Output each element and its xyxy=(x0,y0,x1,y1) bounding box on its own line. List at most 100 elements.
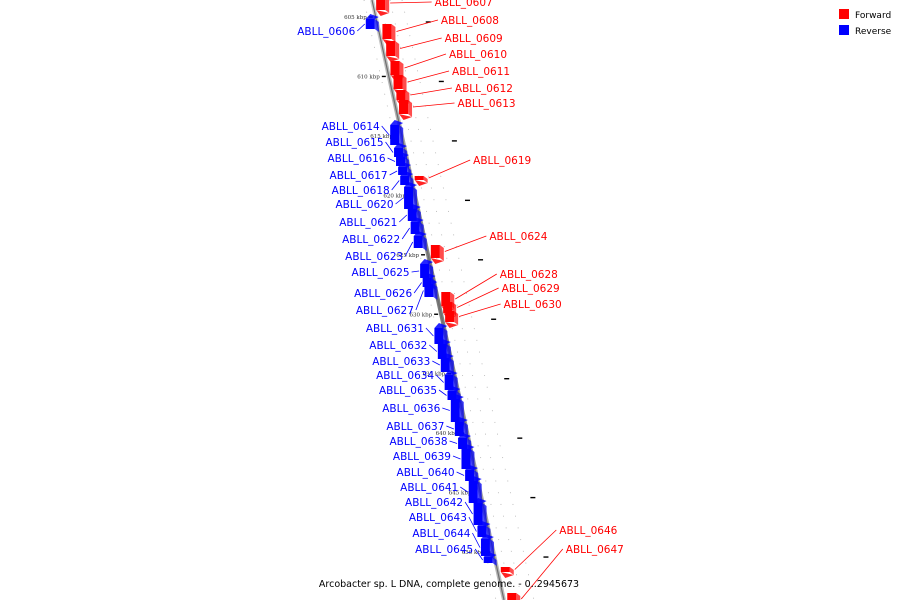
gene-leader-line xyxy=(438,389,447,396)
gene-body xyxy=(454,422,464,436)
gene-block xyxy=(424,279,438,300)
tick-label: 605 kbp xyxy=(344,15,367,21)
gene-label: ABLL_0640 xyxy=(397,467,455,479)
gene-arrow-tip xyxy=(458,433,472,438)
gene-label: ABLL_0610 xyxy=(449,49,507,61)
gene-body xyxy=(437,344,447,359)
gene-leader-line xyxy=(415,290,424,311)
gene-label: ABLL_0617 xyxy=(330,170,388,182)
gene-side xyxy=(374,19,379,32)
gene-side xyxy=(492,557,497,566)
gene-body xyxy=(444,375,454,390)
gene-label: ABLL_0615 xyxy=(325,137,383,149)
gene-leader-line xyxy=(413,102,455,108)
gene-body xyxy=(447,391,457,400)
legend-reverse-swatch xyxy=(839,25,849,35)
gene-leader-line xyxy=(428,159,471,179)
gene-arrow-tip xyxy=(424,279,438,284)
gene-body xyxy=(430,245,440,258)
gene-leader-line xyxy=(472,532,481,548)
gene-arrow-tip xyxy=(410,217,424,222)
gene-arrow-tip xyxy=(407,204,421,209)
gene-side xyxy=(399,125,404,148)
gene-label: ABLL_0623 xyxy=(345,251,403,263)
gene-arrow-tip xyxy=(413,231,427,236)
gene-arrow-tip xyxy=(422,273,436,278)
gene-label: ABLL_0609 xyxy=(445,33,503,45)
gene-leader-line xyxy=(460,486,468,493)
gene-label: ABLL_0619 xyxy=(473,155,531,167)
gene-arrow-tip xyxy=(434,323,448,328)
gene-arrow-tip xyxy=(404,182,418,187)
gene-arrow-tip xyxy=(396,152,410,157)
tick-label: 635 kbp xyxy=(423,372,446,378)
gene-side xyxy=(405,90,410,103)
gene-side xyxy=(454,311,459,325)
gene-block xyxy=(507,593,521,600)
gene-block xyxy=(414,176,428,186)
gene-arrow-tip xyxy=(394,143,408,148)
genome-caption: Arcobacter sp. L DNA, complete genome. -… xyxy=(319,579,579,590)
gene-body xyxy=(390,61,400,75)
gene-leader-line xyxy=(446,425,455,430)
legend-forward-label: Forward xyxy=(855,11,891,21)
gene-body xyxy=(414,176,424,180)
gene-leader-line xyxy=(404,53,447,69)
gene-body xyxy=(394,148,404,157)
gene-arrow-tip xyxy=(473,498,487,503)
gene-arrow-tip xyxy=(447,386,461,391)
gene-leader-line xyxy=(387,157,396,162)
gene-arrow-tip xyxy=(376,10,390,16)
gene-arrow-tip xyxy=(400,171,414,176)
gene-label: ABLL_0626 xyxy=(354,288,412,300)
gene-leader-line xyxy=(514,529,557,570)
gene-body xyxy=(461,449,471,469)
gene-labels: ABLL_0606 ABLL_0607 ABLL_0608 ABLL_0609 ABLL… xyxy=(297,0,624,600)
gene-label: ABLL_0611 xyxy=(452,66,510,78)
gene-body xyxy=(424,284,434,297)
gene-leader-line xyxy=(410,87,452,96)
gene-label: ABLL_0622 xyxy=(342,234,400,246)
gene-body xyxy=(399,100,409,114)
gene-leader-line xyxy=(413,282,422,294)
gene-leader-line xyxy=(381,125,390,136)
gene-side xyxy=(433,284,438,300)
gene-label: ABLL_0616 xyxy=(327,153,385,165)
gene-leader-line xyxy=(425,327,434,337)
gene-body xyxy=(390,125,400,145)
gene-label: ABLL_0642 xyxy=(405,497,463,509)
kbp-ticks: 605 kbp 610 kbp 615 kbp 620 kbp 625 kbp 630 k… xyxy=(344,15,549,558)
gene-leader-line xyxy=(452,455,461,460)
gene-side xyxy=(422,236,427,251)
gene-block xyxy=(390,120,404,148)
gene-body xyxy=(386,41,396,56)
tick-label: 615 kbp xyxy=(370,134,393,140)
gene-side xyxy=(516,593,521,600)
gene-side xyxy=(423,176,428,183)
gene-arrow-tip xyxy=(468,476,482,481)
gene-label: ABLL_0633 xyxy=(372,356,430,368)
gene-arrow-tip xyxy=(399,114,413,120)
gene-label: ABLL_0607 xyxy=(435,0,493,9)
gene-label: ABLL_0635 xyxy=(379,385,437,397)
gene-leader-line xyxy=(396,19,439,32)
gene-leader-line xyxy=(520,548,564,600)
gene-leader-line xyxy=(449,440,458,444)
gene-leader-line xyxy=(411,270,420,273)
gene-leader-line xyxy=(400,37,442,49)
gene-side xyxy=(385,0,390,13)
gene-arrow-tip xyxy=(444,370,458,375)
gene-block xyxy=(413,231,427,251)
gene-block xyxy=(399,100,413,120)
gene-body xyxy=(440,358,450,372)
gene-label: ABLL_0613 xyxy=(458,98,516,110)
gene-leader-line xyxy=(429,344,438,352)
gene-arrow-tip xyxy=(480,534,494,539)
gene-arrow-tip xyxy=(390,120,404,125)
gene-body xyxy=(507,593,517,600)
tick-label: 620 kbp xyxy=(383,193,406,199)
gene-body xyxy=(465,470,475,481)
gene-body xyxy=(445,311,455,322)
tick-label: 640 kbp xyxy=(436,431,459,437)
gene-arrow-tip xyxy=(430,258,444,264)
